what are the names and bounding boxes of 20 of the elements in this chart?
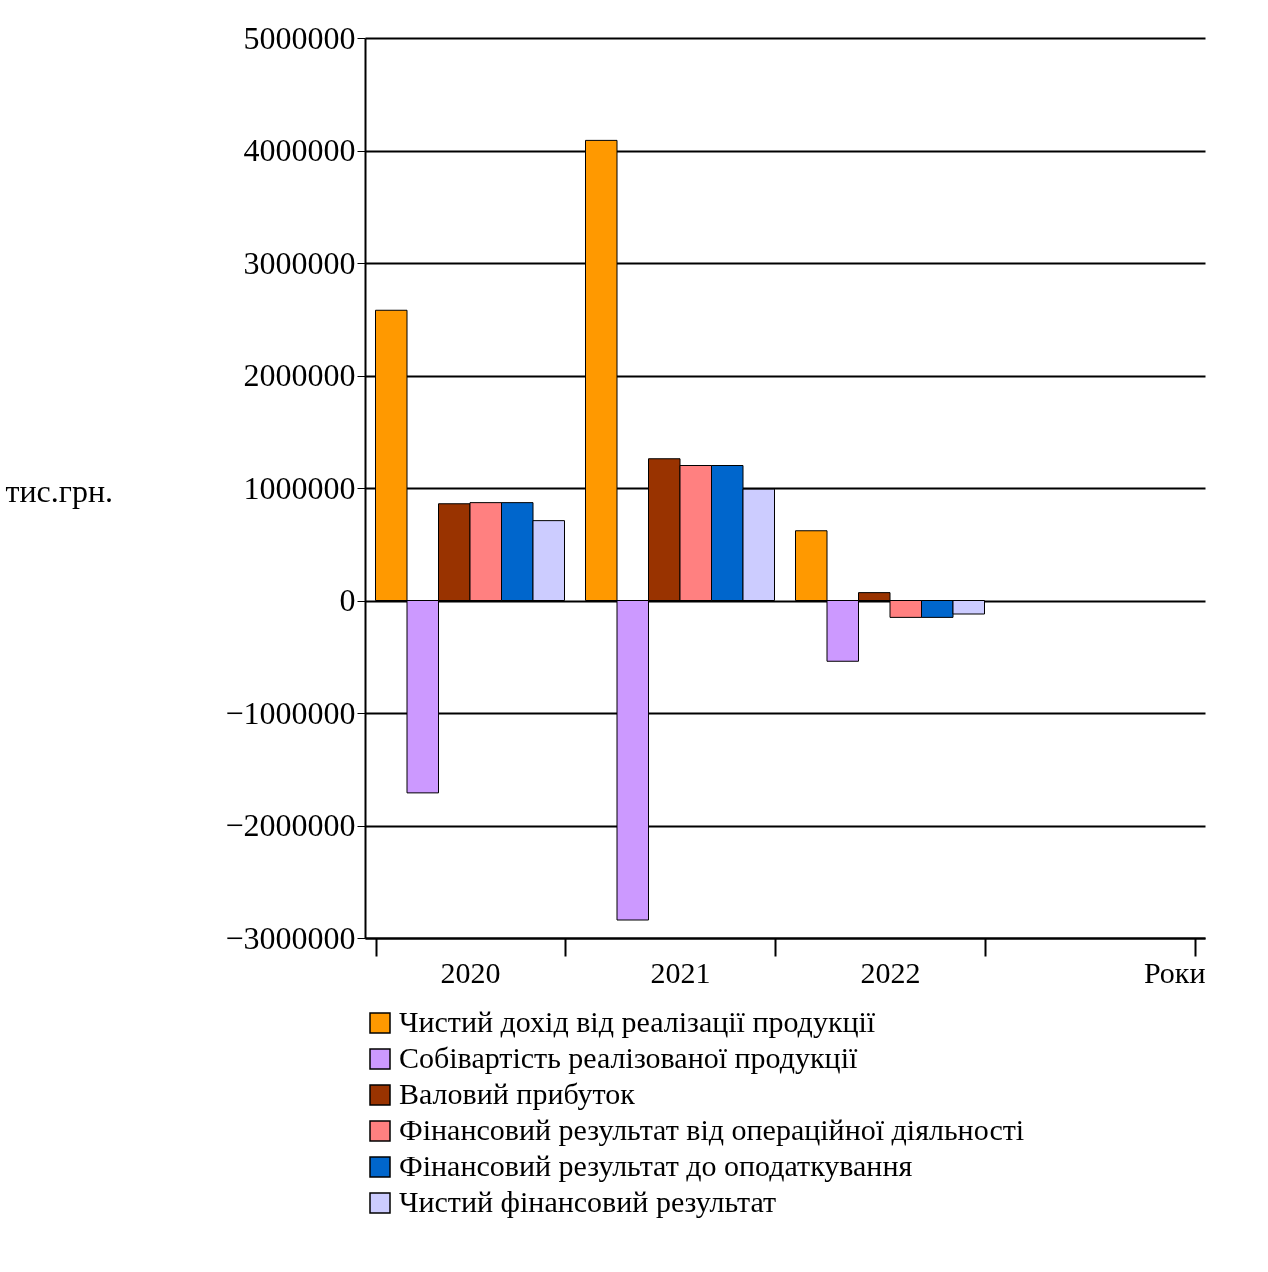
x-tick-label: 2022 xyxy=(860,955,921,989)
y-tick-label: 2000000 xyxy=(243,357,356,393)
legend-label: Чистий дохід від реалізації продукції xyxy=(399,1005,876,1038)
x-tick-label: 2020 xyxy=(440,955,501,989)
legend-label: Чистий фінансовий результат xyxy=(399,1185,777,1218)
legend-label: Собівартість реалізованої продукції xyxy=(399,1041,858,1074)
y-tick-label: −1000000 xyxy=(225,694,356,731)
y-tick-label: 5000000 xyxy=(243,19,356,56)
y-tick-label: −2000000 xyxy=(225,807,356,843)
legend-label: Валовий прибуток xyxy=(399,1077,636,1110)
x-axis-title: Роки xyxy=(1143,955,1206,989)
y-tick-label: 4000000 xyxy=(243,132,356,168)
y-tick-label: −3000000 xyxy=(225,919,356,956)
y-tick-label: 3000000 xyxy=(243,244,356,281)
legend-label: Фінансовий результат до оподаткування xyxy=(399,1149,913,1182)
y-tick-label: 1000000 xyxy=(243,469,356,506)
legend-label: Фінансовий результат від операційної діяльності xyxy=(399,1113,1025,1146)
x-tick-label: 2021 xyxy=(650,955,711,989)
y-tick-label: 0 xyxy=(339,582,356,618)
y-axis-title: тис.грн. xyxy=(5,472,114,509)
